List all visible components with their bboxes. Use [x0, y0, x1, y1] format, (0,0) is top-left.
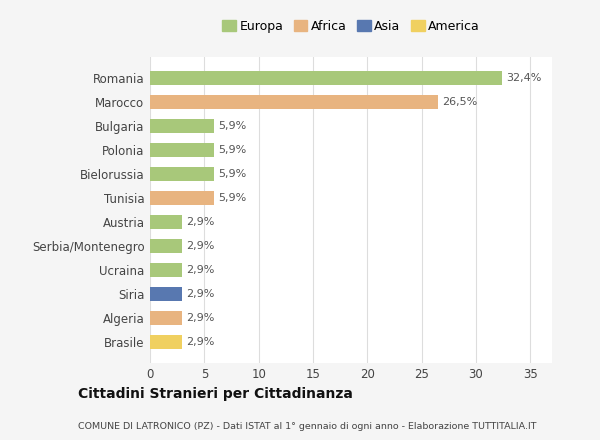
Legend: Europa, Africa, Asia, America: Europa, Africa, Asia, America — [220, 18, 482, 36]
Bar — [150, 263, 182, 277]
Text: Cittadini Stranieri per Cittadinanza: Cittadini Stranieri per Cittadinanza — [78, 387, 353, 401]
Text: 5,9%: 5,9% — [218, 145, 247, 155]
Text: 2,9%: 2,9% — [186, 313, 214, 323]
Text: 2,9%: 2,9% — [186, 337, 214, 347]
Text: COMUNE DI LATRONICO (PZ) - Dati ISTAT al 1° gennaio di ogni anno - Elaborazione : COMUNE DI LATRONICO (PZ) - Dati ISTAT al… — [78, 422, 536, 431]
Bar — [150, 95, 438, 110]
Bar — [150, 191, 214, 205]
Bar — [150, 119, 214, 133]
Text: 2,9%: 2,9% — [186, 289, 214, 299]
Bar — [150, 287, 182, 301]
Text: 2,9%: 2,9% — [186, 265, 214, 275]
Text: 5,9%: 5,9% — [218, 169, 247, 179]
Text: 26,5%: 26,5% — [442, 97, 478, 107]
Bar — [150, 71, 502, 85]
Bar — [150, 143, 214, 158]
Bar — [150, 239, 182, 253]
Text: 5,9%: 5,9% — [218, 193, 247, 203]
Text: 2,9%: 2,9% — [186, 241, 214, 251]
Text: 32,4%: 32,4% — [506, 73, 542, 83]
Text: 2,9%: 2,9% — [186, 217, 214, 227]
Bar — [150, 335, 182, 349]
Bar — [150, 215, 182, 229]
Bar — [150, 167, 214, 181]
Text: 5,9%: 5,9% — [218, 121, 247, 131]
Bar — [150, 311, 182, 325]
